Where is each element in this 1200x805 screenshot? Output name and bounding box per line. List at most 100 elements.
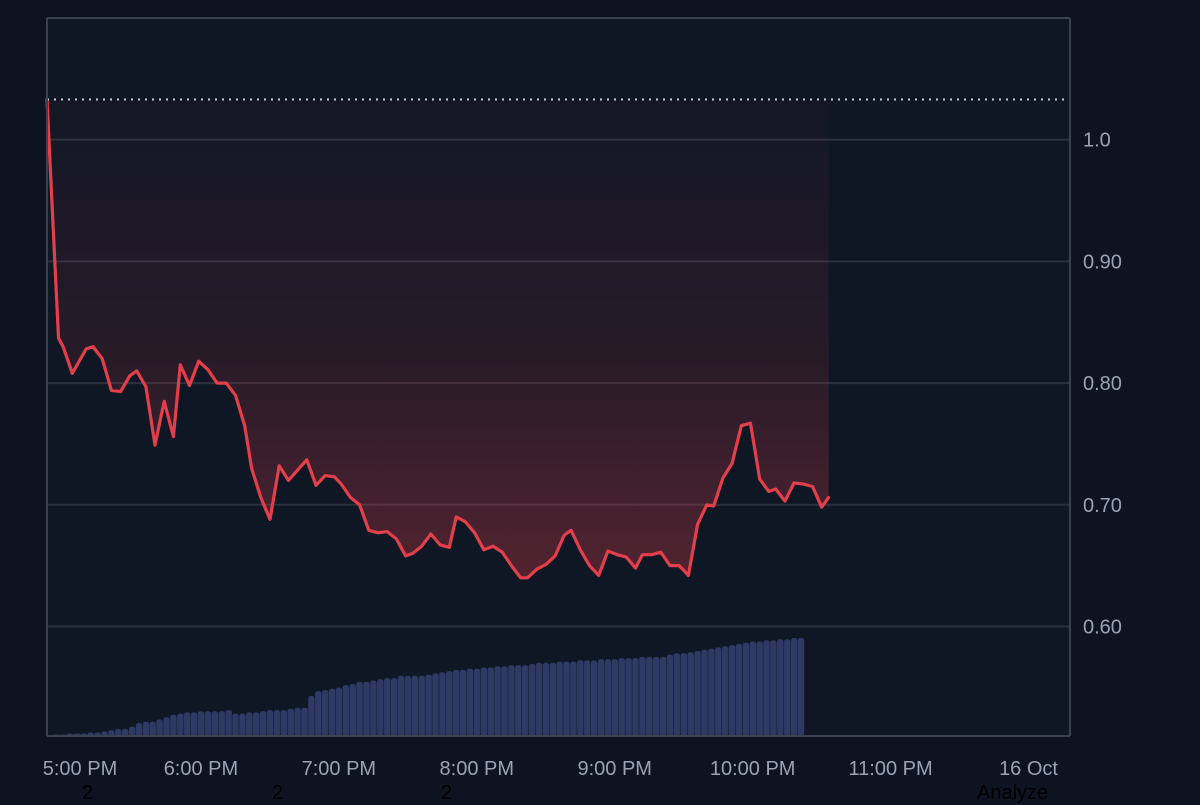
volume-bar bbox=[687, 652, 694, 736]
volume-bar bbox=[570, 661, 577, 736]
volume-bar bbox=[466, 668, 474, 736]
volume-bar bbox=[232, 713, 239, 736]
volume-bar bbox=[453, 669, 460, 736]
volume-bar bbox=[239, 713, 246, 736]
x-tick-label: 8:00 PM bbox=[440, 758, 514, 780]
y-tick-label: 0.90 bbox=[1083, 251, 1122, 273]
volume-bar bbox=[384, 678, 391, 736]
volume-bar bbox=[211, 711, 218, 736]
volume-bar bbox=[535, 662, 543, 736]
volume-bar bbox=[770, 640, 777, 736]
volume-bar bbox=[266, 710, 274, 736]
volume-bar bbox=[487, 667, 494, 736]
volume-bar bbox=[142, 721, 150, 736]
volume-bar bbox=[673, 653, 681, 736]
volume-bar bbox=[315, 691, 322, 736]
y-tick-label: 0.80 bbox=[1083, 373, 1122, 395]
y-tick-label: 0.60 bbox=[1083, 616, 1122, 638]
volume-bar bbox=[446, 671, 453, 736]
x-tick-label: 7:00 PM bbox=[302, 758, 376, 780]
volume-bar bbox=[225, 710, 232, 736]
volume-bar bbox=[287, 708, 294, 736]
volume-bar bbox=[246, 712, 253, 736]
footer-label-2: 2 bbox=[272, 782, 284, 804]
volume-bar bbox=[363, 681, 370, 736]
volume-bar bbox=[349, 684, 356, 736]
volume-bar bbox=[204, 711, 212, 736]
footer-label-1: 2 bbox=[82, 782, 94, 804]
price-area bbox=[47, 99, 829, 578]
volume-bar bbox=[735, 643, 743, 736]
volume-bar bbox=[432, 673, 439, 736]
volume-bar bbox=[425, 674, 432, 736]
volume-bar bbox=[763, 640, 770, 736]
volume-bar bbox=[522, 665, 529, 736]
volume-bar bbox=[177, 713, 184, 736]
y-tick-label: 0.70 bbox=[1083, 495, 1122, 517]
analyze-link[interactable]: Analyze bbox=[977, 782, 1049, 804]
volume-bar bbox=[253, 712, 260, 736]
volume-bar bbox=[528, 664, 536, 736]
volume-bar bbox=[584, 660, 591, 736]
volume-bar bbox=[556, 661, 563, 736]
volume-bar bbox=[335, 687, 343, 736]
volume-bar bbox=[370, 680, 377, 736]
volume-bar bbox=[128, 726, 136, 736]
volume-bar bbox=[549, 662, 556, 736]
volume-bar bbox=[701, 649, 708, 736]
volume-bar bbox=[653, 656, 660, 736]
volume-bar bbox=[694, 651, 701, 736]
volume-bar bbox=[618, 658, 625, 736]
volume-bar bbox=[797, 638, 805, 736]
volume-bar bbox=[790, 638, 798, 736]
x-tick-label: 6:00 PM bbox=[164, 758, 238, 780]
volume-bar bbox=[163, 717, 170, 736]
volume-bar bbox=[404, 675, 412, 736]
volume-bar bbox=[184, 712, 191, 736]
volume-bar bbox=[411, 675, 418, 736]
volume-bar bbox=[439, 672, 446, 736]
volume-bar bbox=[190, 712, 198, 736]
volume-bar bbox=[197, 711, 205, 736]
volume-bar bbox=[604, 659, 612, 736]
volume-bar bbox=[722, 646, 729, 736]
footer-label-3: 2 bbox=[441, 782, 453, 804]
volume-bar bbox=[108, 730, 115, 736]
volume-bar bbox=[418, 675, 425, 736]
volume-bar bbox=[508, 665, 515, 736]
volume-bar bbox=[749, 641, 756, 736]
volume-bar bbox=[625, 658, 632, 736]
volume-bar bbox=[777, 639, 784, 736]
x-tick-label: 11:00 PM bbox=[849, 758, 933, 780]
volume-bar bbox=[597, 659, 605, 736]
volume-bar bbox=[170, 714, 177, 736]
volume-bar bbox=[397, 675, 405, 736]
volume-bar bbox=[728, 645, 736, 736]
x-tick-label: 10:00 PM bbox=[710, 758, 796, 780]
volume-bar bbox=[659, 656, 667, 736]
volume-bar bbox=[322, 690, 329, 736]
volume-bar bbox=[308, 695, 315, 736]
volume-bar bbox=[563, 661, 570, 736]
volume-bar bbox=[542, 662, 550, 736]
volume-bar bbox=[135, 723, 143, 736]
volume-bar bbox=[680, 653, 687, 736]
volume-bar bbox=[377, 679, 384, 736]
volume-bar bbox=[301, 707, 308, 736]
volume-bar bbox=[646, 656, 653, 736]
volume-bar bbox=[390, 678, 398, 736]
volume-bar bbox=[356, 681, 363, 736]
volume-bar bbox=[149, 721, 156, 736]
volume-bar bbox=[494, 666, 501, 736]
volume-bar bbox=[501, 666, 508, 736]
volume-bar bbox=[756, 641, 763, 736]
volume-bar bbox=[742, 642, 750, 736]
volume-bar bbox=[273, 710, 281, 736]
volume-bar bbox=[515, 665, 522, 736]
x-tick-label: 5:00 PM bbox=[43, 758, 117, 780]
volume-bar bbox=[218, 711, 225, 736]
volume-bar bbox=[577, 660, 584, 736]
volume-bar bbox=[280, 710, 287, 736]
